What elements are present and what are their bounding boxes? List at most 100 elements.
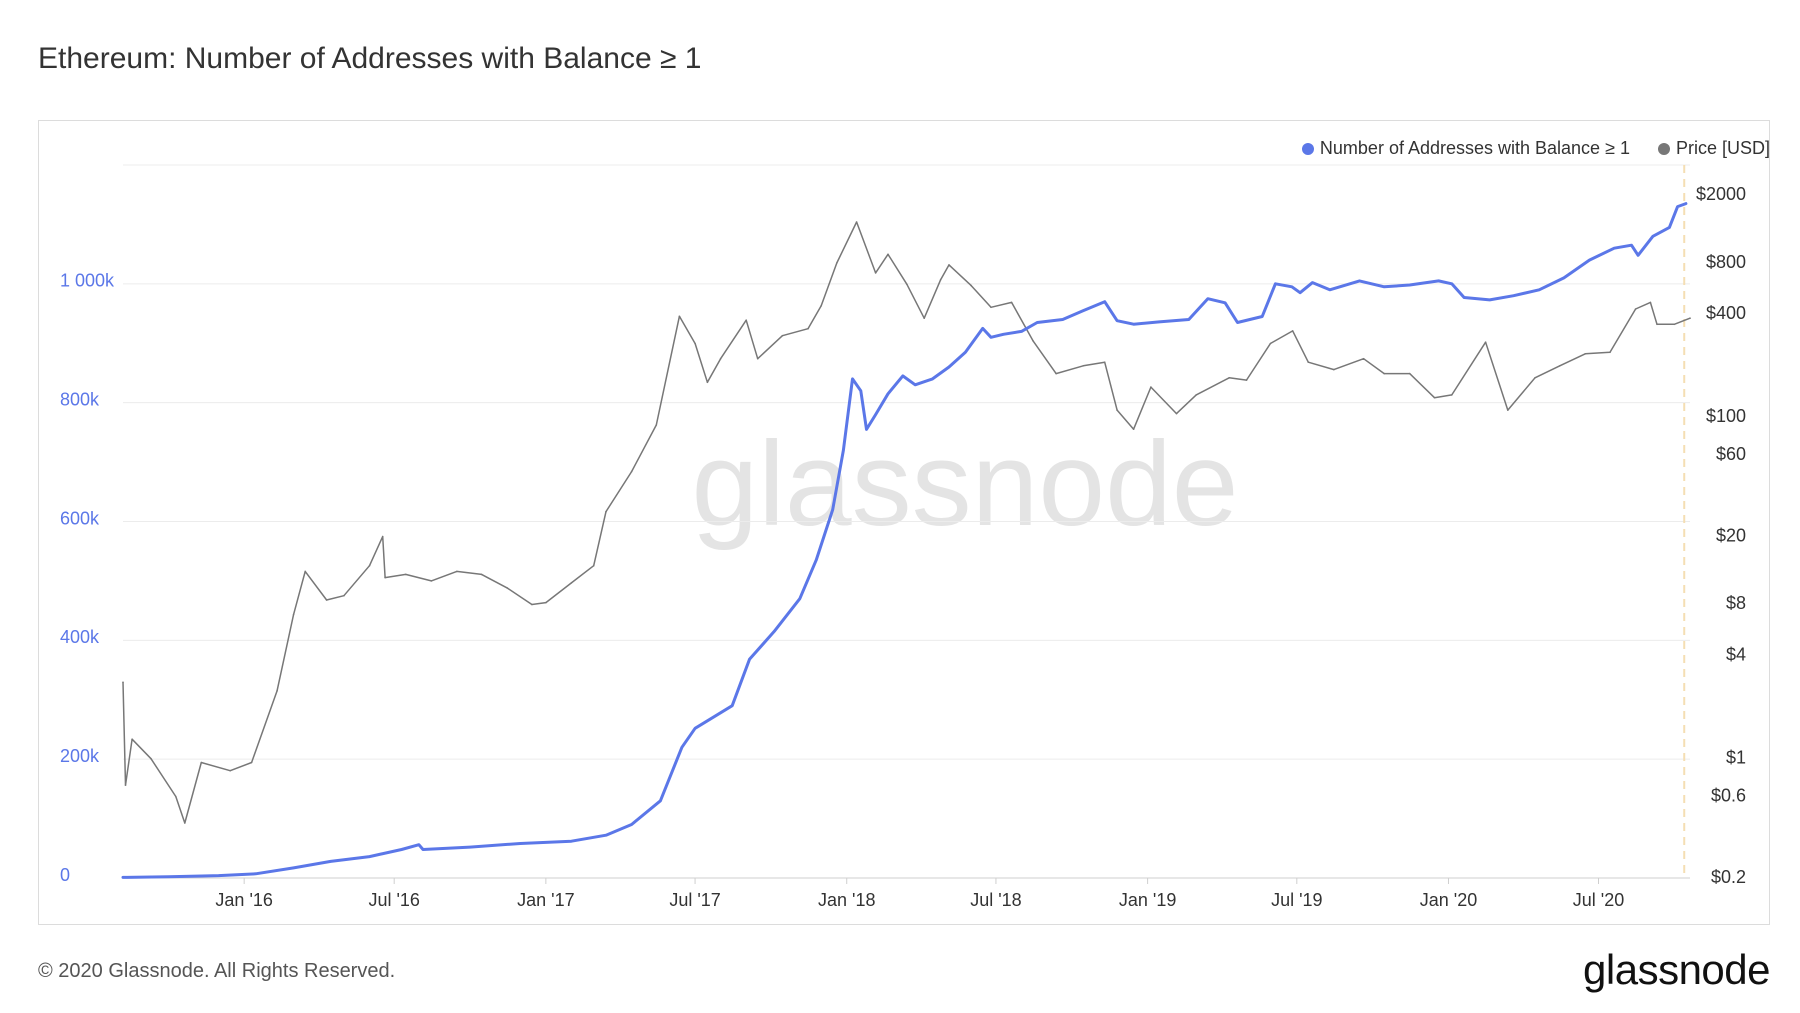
point-price (630, 470, 633, 473)
point-addresses (981, 327, 984, 330)
legend-item-price[interactable]: Price [USD] (1657, 138, 1770, 159)
point-addresses (694, 727, 696, 730)
point-price (706, 381, 709, 384)
point-addresses (1002, 333, 1005, 336)
point-price (1559, 365, 1561, 367)
point-price (1291, 330, 1294, 332)
left-tick-label: 800k (60, 389, 100, 409)
point-addresses (1437, 280, 1440, 282)
point-price (605, 510, 607, 513)
left-tick-label: 400k (60, 627, 100, 647)
point-addresses (1463, 296, 1465, 299)
point-price (678, 315, 681, 318)
x-tick-label: Jul '18 (970, 890, 1021, 910)
point-addresses (731, 704, 733, 707)
point-addresses (1311, 281, 1314, 284)
x-tick-label: Jan '19 (1119, 890, 1176, 910)
point-addresses (418, 843, 420, 846)
point-price (756, 357, 759, 360)
point-addresses (831, 508, 834, 511)
left-tick-label: 0 (60, 865, 70, 885)
point-addresses (799, 597, 801, 600)
point-addresses (1103, 300, 1106, 303)
point-addresses (1329, 289, 1331, 291)
legend-label-price: Price [USD] (1675, 138, 1770, 158)
point-addresses (931, 378, 934, 380)
point-addresses (1668, 226, 1671, 229)
x-tick-label: Jul '20 (1573, 890, 1624, 910)
point-price (1656, 323, 1658, 326)
point-price (1150, 386, 1152, 388)
point-price (1362, 357, 1365, 360)
point-price (923, 317, 925, 320)
brand-logo[interactable]: glassnode (1583, 946, 1770, 993)
point-addresses (1512, 294, 1515, 297)
point-addresses (709, 718, 712, 720)
x-tick-label: Jan '16 (215, 890, 272, 910)
point-addresses (1291, 286, 1293, 288)
point-price (1245, 379, 1248, 381)
right-tick-label: $100 (1706, 406, 1746, 426)
point-price (836, 262, 838, 264)
series-line-price (122, 221, 1691, 824)
point-price (1451, 394, 1453, 396)
point-price (807, 327, 809, 330)
point-price (150, 757, 152, 760)
point-price (1032, 340, 1034, 342)
point-price (1484, 341, 1487, 344)
point-addresses (815, 559, 817, 561)
point-price (1383, 372, 1385, 375)
point-addresses (964, 351, 967, 354)
right-tick-label: $800 (1706, 252, 1746, 272)
point-addresses (659, 800, 662, 802)
point-price (276, 689, 278, 692)
point-price (874, 272, 877, 274)
point-addresses (1082, 309, 1085, 312)
point-addresses (842, 449, 845, 452)
point-price (781, 334, 784, 337)
point-addresses (1588, 259, 1591, 261)
point-price (456, 570, 458, 573)
x-tick-label: Jul '19 (1271, 890, 1322, 910)
point-price (855, 221, 858, 223)
point-addresses (990, 336, 992, 339)
x-tick-label: Jan '20 (1420, 890, 1477, 910)
right-tick-label: $20 (1716, 525, 1746, 545)
point-addresses (948, 366, 950, 368)
point-addresses (681, 746, 683, 749)
point-addresses (1299, 291, 1301, 294)
point-addresses (122, 876, 124, 879)
point-addresses (1613, 247, 1615, 249)
point-addresses (292, 867, 295, 869)
point-price (1408, 372, 1411, 375)
point-price (970, 284, 972, 287)
point-addresses (748, 658, 751, 661)
point-price (175, 795, 177, 798)
right-tick-label: $4 (1726, 645, 1746, 665)
point-addresses (773, 630, 775, 633)
right-tick-label: $60 (1716, 444, 1746, 464)
point-addresses (1538, 289, 1540, 291)
point-addresses (217, 874, 220, 877)
point-addresses (1652, 235, 1654, 238)
point-price (745, 319, 747, 322)
point-addresses (1637, 254, 1639, 257)
point-addresses (1061, 318, 1064, 321)
point-addresses (368, 855, 371, 858)
point-price (1649, 301, 1652, 304)
point-price (1673, 323, 1676, 326)
point-addresses (887, 393, 889, 395)
point-addresses (1383, 286, 1385, 288)
point-price (719, 357, 722, 360)
point-price (820, 304, 822, 307)
point-addresses (570, 840, 573, 842)
point-price (1116, 409, 1118, 411)
point-addresses (1020, 330, 1023, 333)
point-price (325, 599, 328, 601)
legend: Number of Addresses with Balance ≥ 1 Pri… (1301, 138, 1770, 159)
right-tick-label: $400 (1706, 303, 1746, 323)
left-tick-label: 600k (60, 508, 100, 528)
point-addresses (1563, 277, 1565, 279)
legend-item-addresses[interactable]: Number of Addresses with Balance ≥ 1 (1301, 138, 1630, 159)
